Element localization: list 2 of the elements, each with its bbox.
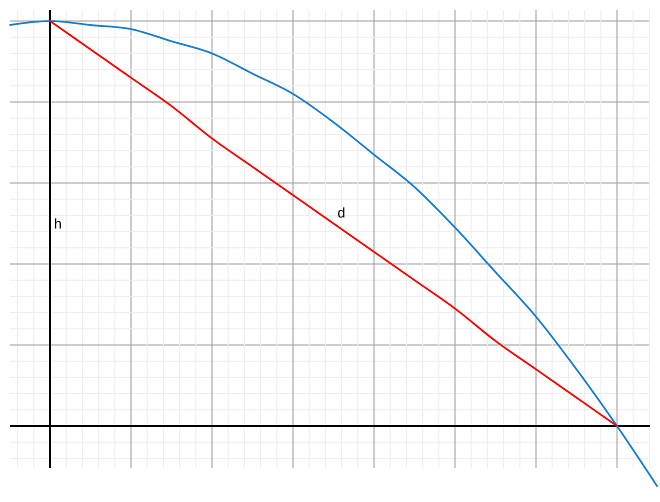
series-label: d: [338, 204, 346, 220]
y-axis-title: h: [54, 216, 62, 232]
